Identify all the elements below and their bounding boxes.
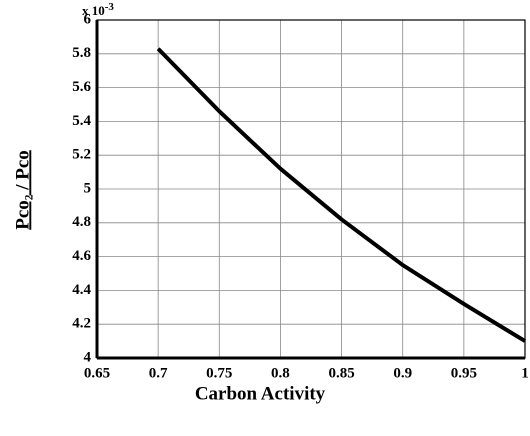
y-axis-label: Pco₂ / Pco	[12, 150, 33, 230]
x-tick-label: 0.85	[328, 365, 354, 381]
y-tick-label: 4.2	[72, 316, 91, 332]
x-axis-label: Carbon Activity	[195, 383, 326, 404]
x-tick-label: 0.75	[206, 365, 232, 381]
y-tick-label: 5.6	[72, 79, 91, 95]
multiplier: x 10-3	[82, 1, 114, 18]
x-tick-label: 0.8	[271, 365, 290, 381]
y-tick-label: 5.4	[72, 113, 91, 129]
x-tick-label: 0.95	[451, 365, 477, 381]
y-tick-label: 4.6	[72, 248, 91, 264]
y-tick-label: 5	[84, 180, 92, 196]
y-tick-label: 4.4	[72, 282, 91, 298]
x-tick-label: 1	[521, 365, 529, 381]
y-tick-label: 6	[84, 11, 92, 27]
y-tick-label: 4.8	[72, 214, 91, 230]
x-tick-label: 0.7	[149, 365, 168, 381]
multiplier-base: x 10	[82, 3, 105, 18]
x-tick-label: 0.9	[393, 365, 412, 381]
y-tick-label: 5.8	[72, 45, 91, 61]
data-line	[156, 47, 527, 343]
x-tick-label: 0.65	[84, 365, 110, 381]
multiplier-exponent: -3	[105, 1, 115, 13]
y-tick-label: 4	[84, 349, 92, 365]
y-tick-label: 5.2	[72, 147, 91, 163]
